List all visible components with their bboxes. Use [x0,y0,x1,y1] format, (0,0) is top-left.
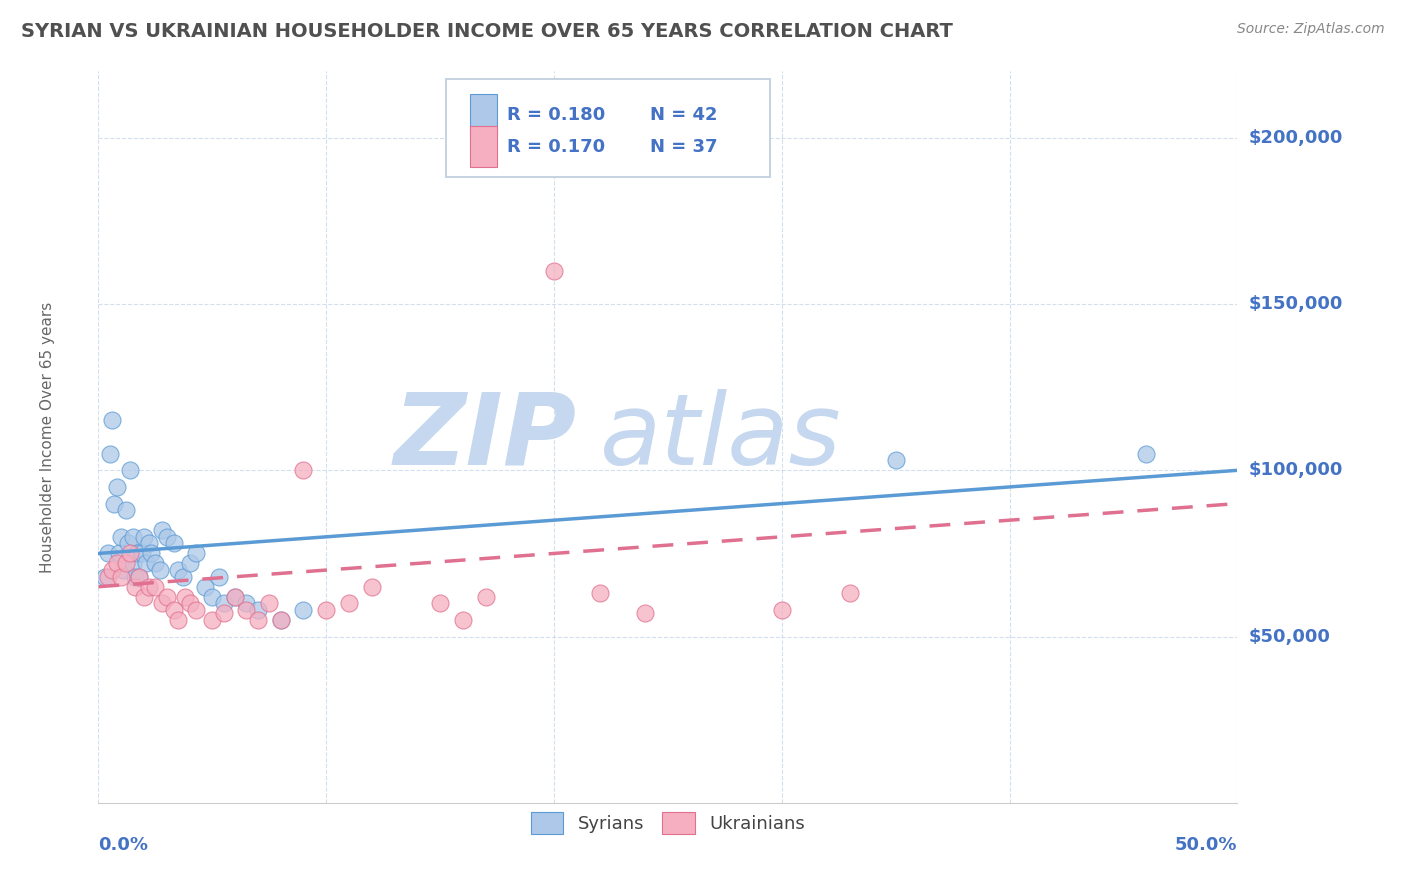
Point [128,570,150,584]
Point [194,580,217,594]
Point [360,580,382,594]
Point [770,603,793,617]
Point [110,570,132,584]
Text: R = 0.180: R = 0.180 [508,105,606,124]
Text: $150,000: $150,000 [1249,295,1343,313]
Point [1135,447,1157,461]
Point [270,613,292,627]
Point [179,596,201,610]
Point [259,596,281,610]
Point [128,570,150,584]
Point [451,613,474,627]
Point [246,603,269,617]
Text: $100,000: $100,000 [1249,461,1343,479]
Text: N = 42: N = 42 [650,105,717,124]
Text: $50,000: $50,000 [1249,628,1330,646]
Point [145,580,167,594]
Text: R = 0.170: R = 0.170 [508,137,606,155]
Point [429,596,451,610]
Point [543,264,565,278]
Point [224,590,246,604]
Point [149,563,172,577]
Point [246,613,269,627]
Text: SYRIAN VS UKRAINIAN HOUSEHOLDER INCOME OVER 65 YEARS CORRELATION CHART: SYRIAN VS UKRAINIAN HOUSEHOLDER INCOME O… [21,22,953,41]
Point [103,497,125,511]
FancyBboxPatch shape [470,126,498,168]
Point [114,557,136,571]
Point [150,596,173,610]
Point [114,503,136,517]
Text: 50.0%: 50.0% [1175,836,1237,854]
Point [839,586,862,600]
Point [132,590,155,604]
Point [150,523,173,537]
Text: Householder Income Over 65 years: Householder Income Over 65 years [39,301,55,573]
Point [121,557,143,571]
Point [235,596,257,610]
Text: Source: ZipAtlas.com: Source: ZipAtlas.com [1237,22,1385,37]
Point [131,546,153,560]
Point [292,603,315,617]
Point [270,613,292,627]
Point [315,603,337,617]
Point [101,413,124,427]
Point [179,557,201,571]
Point [174,590,197,604]
FancyBboxPatch shape [470,94,498,136]
Point [634,607,657,621]
Point [212,607,235,621]
Point [124,570,146,584]
Point [474,590,496,604]
Point [105,557,128,571]
Point [208,570,231,584]
Point [145,557,167,571]
Point [117,536,139,550]
Point [186,546,208,560]
Point [156,590,179,604]
FancyBboxPatch shape [446,78,770,178]
Point [167,613,190,627]
Text: 0.0%: 0.0% [98,836,149,854]
Point [212,596,235,610]
Point [96,570,118,584]
Point [201,613,224,627]
Point [127,546,149,560]
Text: atlas: atlas [599,389,841,485]
Point [110,530,132,544]
Point [120,463,142,477]
Point [224,590,246,604]
Point [132,530,155,544]
Point [235,603,257,617]
Point [292,463,315,477]
Point [884,453,907,467]
Point [162,603,184,617]
Point [201,590,224,604]
Point [96,546,118,560]
Point [135,557,157,571]
Point [138,580,160,594]
Point [121,530,143,544]
Point [337,596,360,610]
Point [105,480,128,494]
Point [156,530,179,544]
Point [162,536,184,550]
Text: ZIP: ZIP [394,389,576,485]
Point [186,603,208,617]
Text: $200,000: $200,000 [1249,128,1343,147]
Point [108,546,131,560]
Point [139,546,162,560]
Point [124,580,146,594]
Point [98,447,121,461]
Point [588,586,610,600]
Point [172,570,194,584]
Text: N = 37: N = 37 [650,137,717,155]
Point [112,563,135,577]
Point [101,563,124,577]
Point [94,570,117,584]
Point [167,563,190,577]
Point [120,546,142,560]
Point [138,536,160,550]
Legend: Syrians, Ukrainians: Syrians, Ukrainians [523,805,813,841]
